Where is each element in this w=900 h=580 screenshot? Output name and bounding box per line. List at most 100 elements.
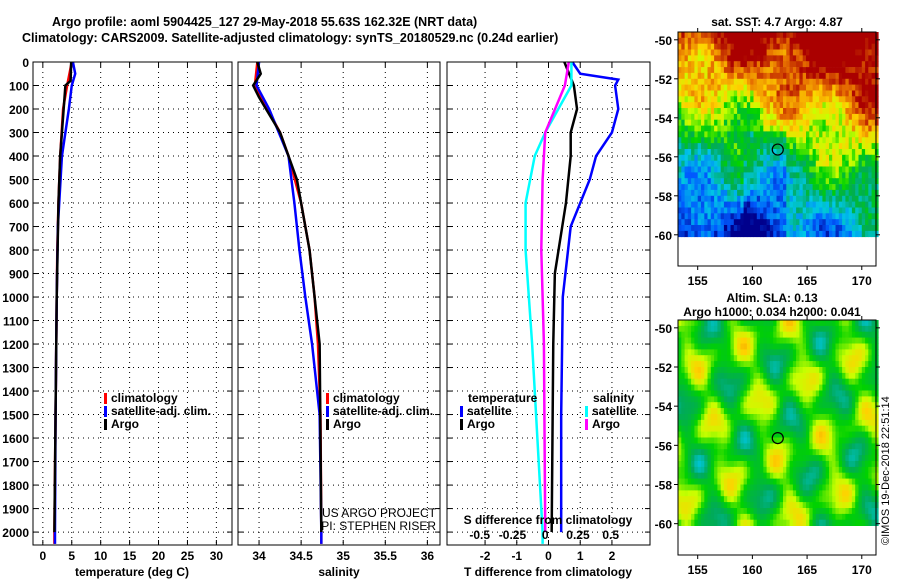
map-cell xyxy=(829,49,833,56)
map-cell xyxy=(707,149,712,156)
map-cell xyxy=(842,230,846,238)
map-cell xyxy=(815,508,820,515)
map-cell xyxy=(684,419,689,427)
map-cell xyxy=(684,149,689,156)
map-cell xyxy=(720,184,725,191)
map-cell xyxy=(694,43,699,50)
map-cell xyxy=(697,219,702,226)
map-cell xyxy=(871,55,876,62)
map-cell xyxy=(737,61,741,68)
map-cell xyxy=(809,172,813,179)
map-cell xyxy=(717,207,722,214)
map-cell xyxy=(802,361,807,368)
map-cell xyxy=(717,184,722,191)
map-cell xyxy=(825,178,830,185)
map-cell xyxy=(743,230,748,238)
map-cell xyxy=(874,449,879,456)
map-cell xyxy=(829,72,833,80)
map-cell xyxy=(707,519,712,526)
map-cell xyxy=(855,455,859,462)
map-cell xyxy=(842,443,846,450)
map-cell xyxy=(707,443,712,450)
map-cell xyxy=(763,390,767,397)
map-cell xyxy=(714,49,718,56)
map-cell xyxy=(704,143,708,150)
map-cell xyxy=(717,425,722,432)
map-cell xyxy=(684,119,689,126)
map-cell xyxy=(750,178,754,185)
map-cell xyxy=(714,72,718,80)
map-cell xyxy=(681,154,685,161)
map-cell xyxy=(710,184,715,191)
map-cell xyxy=(802,431,807,438)
map-cell xyxy=(779,519,784,526)
map-cell xyxy=(730,508,735,515)
map-cell xyxy=(678,502,682,509)
map-cell xyxy=(720,425,725,432)
map-cell xyxy=(861,519,866,526)
map-cell xyxy=(825,331,830,338)
map-cell xyxy=(806,396,810,403)
map-cell xyxy=(746,201,751,208)
map-cell xyxy=(792,355,797,362)
map-cell xyxy=(707,437,712,444)
map-cell xyxy=(842,508,846,515)
map-cell xyxy=(786,137,790,144)
map-cell xyxy=(799,402,804,409)
map-cell xyxy=(714,149,718,156)
map-cell xyxy=(802,372,807,380)
map-cell xyxy=(871,72,876,80)
map-cell xyxy=(746,225,751,232)
map-cell xyxy=(760,402,764,409)
map-cell xyxy=(743,437,748,444)
map-cell xyxy=(792,108,797,115)
map-cell xyxy=(691,96,695,103)
map-cell xyxy=(822,195,827,202)
map-cell xyxy=(792,419,797,427)
map-cell xyxy=(769,461,774,468)
map-cell xyxy=(776,32,781,39)
map-cell xyxy=(871,320,876,327)
map-cell xyxy=(753,49,758,56)
map-cell xyxy=(832,414,836,421)
map-cell xyxy=(871,443,876,450)
map-cell xyxy=(865,367,869,374)
map-cell xyxy=(687,455,692,462)
map-cell xyxy=(753,184,758,191)
map-cell xyxy=(763,466,767,474)
map-cell xyxy=(848,189,853,197)
map-cell xyxy=(851,367,856,374)
map-cell xyxy=(802,519,807,526)
map-cell xyxy=(851,502,856,509)
map-cell xyxy=(832,508,836,515)
map-cell xyxy=(769,402,774,409)
map-cell xyxy=(845,490,850,497)
map-cell xyxy=(825,325,830,333)
map-cell xyxy=(723,143,728,150)
map-cell xyxy=(710,331,715,338)
map-cell xyxy=(763,378,767,385)
map-cell xyxy=(825,172,830,179)
map-cell xyxy=(743,131,748,138)
map-cell xyxy=(727,378,731,385)
map-cell xyxy=(783,119,787,126)
map-cell xyxy=(743,325,748,333)
map-cell xyxy=(769,43,774,50)
map-cell xyxy=(851,425,856,432)
map-cell xyxy=(710,108,715,115)
map-cell xyxy=(746,49,751,56)
map-cell xyxy=(773,201,777,208)
map-cell xyxy=(815,490,820,497)
map-cell xyxy=(806,96,810,103)
map-cell xyxy=(684,219,689,226)
map-cell xyxy=(743,519,748,526)
map-cell xyxy=(776,195,781,202)
map-cell xyxy=(763,125,767,132)
map-cell xyxy=(865,102,869,109)
map-cell xyxy=(766,437,771,444)
map-cell xyxy=(819,189,823,197)
map-cell xyxy=(835,478,840,485)
map-cell xyxy=(858,331,863,338)
map-cell xyxy=(829,349,833,356)
map-cell xyxy=(838,390,843,397)
